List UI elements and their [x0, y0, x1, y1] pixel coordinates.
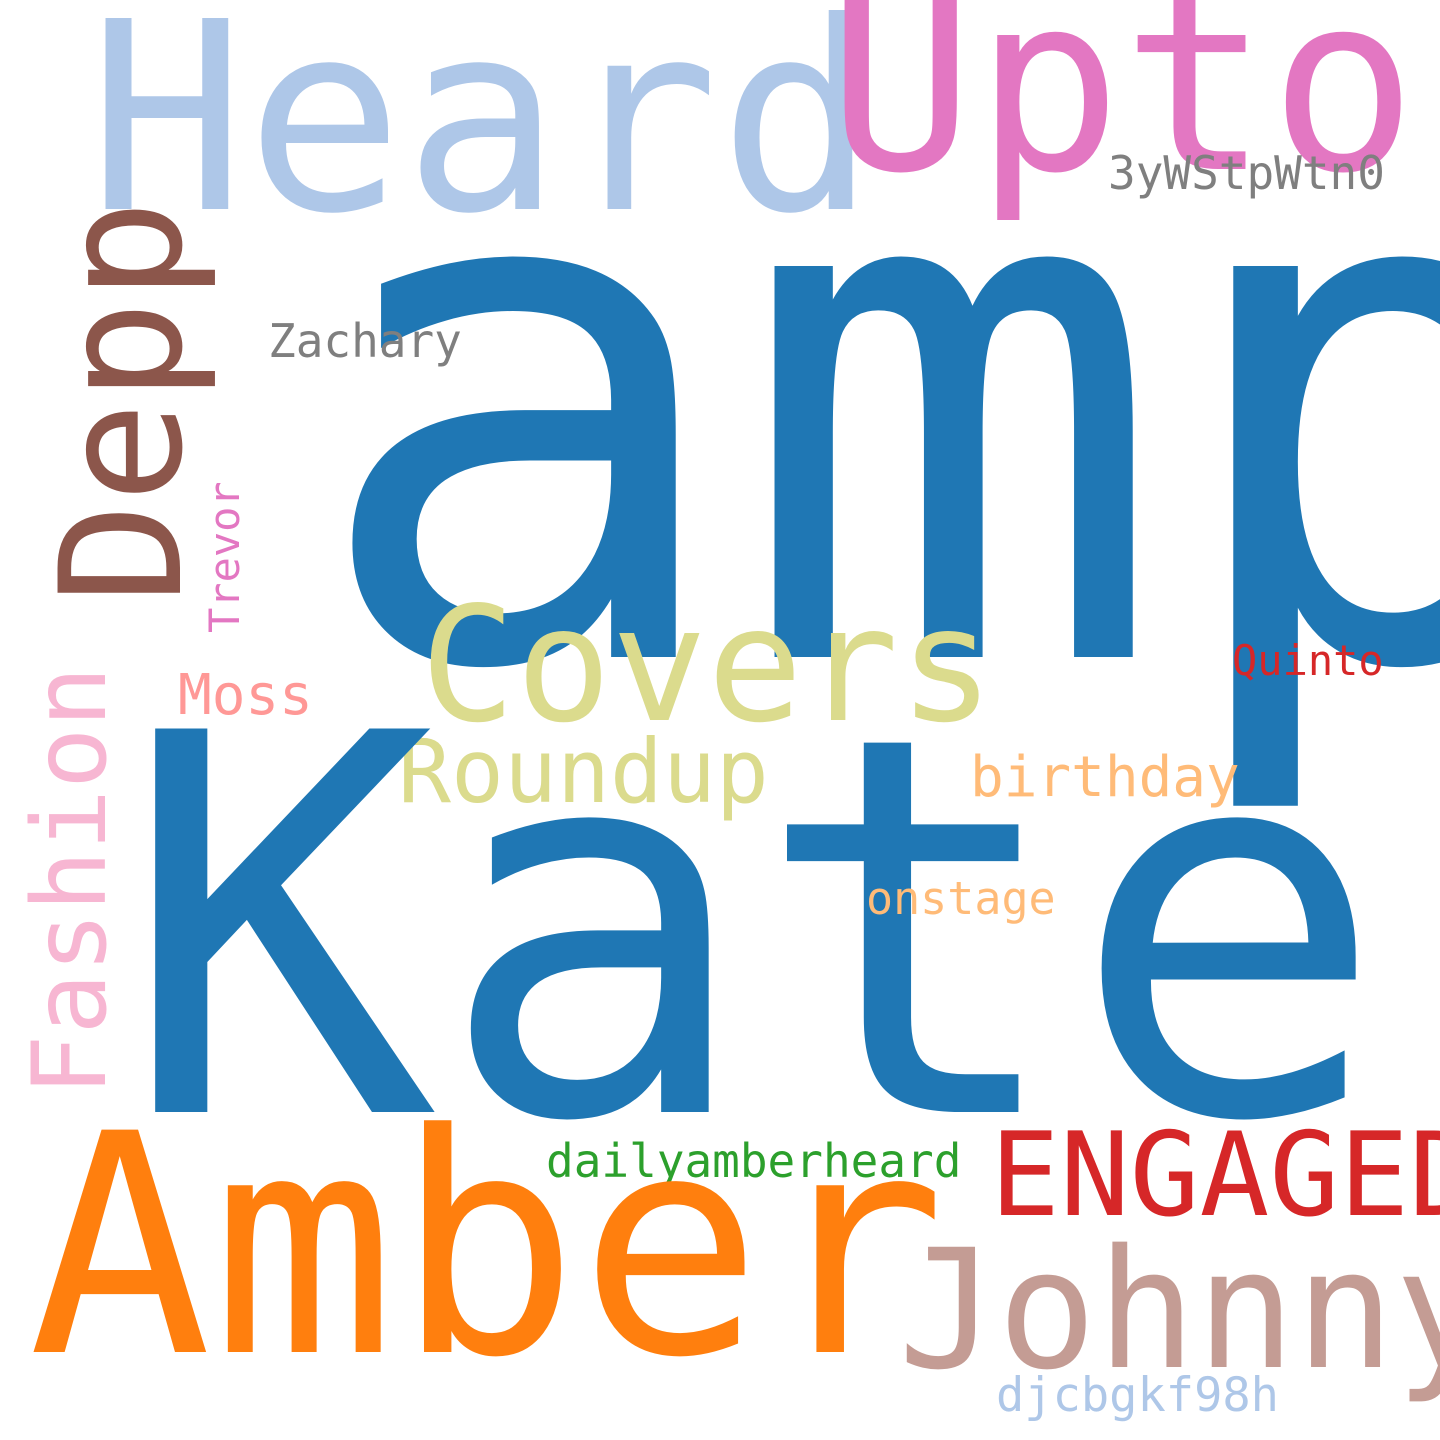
- word-code-1: 3yWStpWtn0: [1108, 146, 1385, 200]
- word-dailyamberheard: dailyamberheard: [546, 1134, 962, 1188]
- word-quinto: Quinto: [1232, 636, 1384, 685]
- word-upton: Upton: [827, 0, 1440, 227]
- word-roundup: Roundup: [398, 720, 769, 823]
- word-fashion: Fashion: [11, 666, 130, 1096]
- word-trevor: Trevor: [200, 481, 249, 633]
- word-moss: Moss: [178, 663, 313, 728]
- word-zachary: Zachary: [268, 314, 462, 368]
- word-johnny: Johnny: [898, 1214, 1440, 1406]
- word-amber: Amber: [28, 1069, 947, 1424]
- word-onstage: onstage: [866, 872, 1056, 925]
- word-kate: Kate: [120, 625, 1387, 1237]
- word-amp: amp: [306, 0, 1440, 826]
- word-engaged: ENGAGED: [990, 1108, 1440, 1243]
- word-code-2: djcbgkf98h: [996, 1368, 1279, 1423]
- word-depp: Depp: [24, 199, 220, 604]
- word-heard: Heard: [88, 0, 877, 271]
- word-covers: Covers: [420, 573, 995, 758]
- word-birthday: birthday: [970, 745, 1240, 810]
